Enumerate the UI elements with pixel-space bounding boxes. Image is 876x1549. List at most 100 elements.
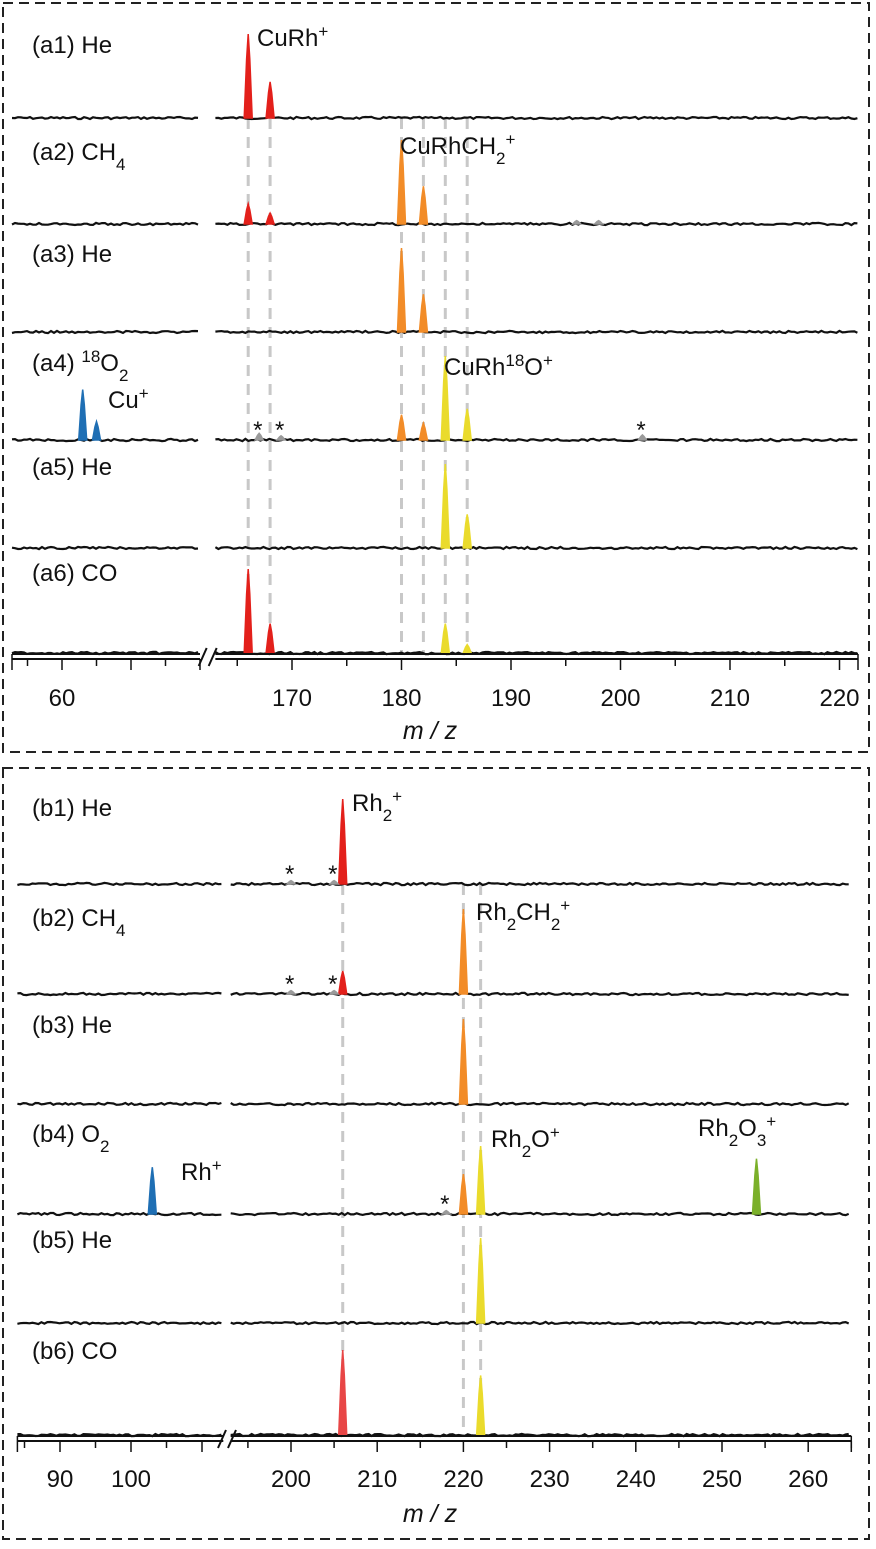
panel-a-frame	[2, 2, 870, 753]
b-x-tick-label-250: 250	[702, 1466, 742, 1493]
a-trace-5-baseline-2	[214, 545, 858, 551]
a-trace-2-peak-198	[592, 219, 605, 225]
a-trace-4-star-169: *	[275, 417, 284, 444]
b-trace-4-peak-103	[147, 1167, 158, 1215]
a-trace-2-peak-182	[418, 186, 429, 225]
b-trace-1-baseline-2	[230, 881, 849, 887]
a-trace-4-peak-182	[418, 420, 429, 441]
a-trace-4-star-202: *	[636, 417, 645, 444]
panel-a: (a1) He (a2) CH4 (a3) He * * * (a4) 18O2 (a5) H…	[11, 22, 860, 745]
b-trace-3-baseline-2	[230, 1101, 850, 1107]
a-trace-2-peak-166	[243, 200, 254, 225]
b-x-tick-label-210: 210	[357, 1466, 397, 1493]
a-trace-2-baseline-1	[11, 221, 199, 227]
a-trace-3-peak-180	[396, 247, 407, 333]
b-trace-5-baseline-1	[17, 1320, 222, 1326]
a-trace-6-peak-186	[462, 643, 473, 654]
a-trace-label-5: (a5) He	[32, 454, 112, 481]
b-trace-label-4: (b4) O2	[32, 1121, 110, 1156]
b-trace-2-baseline-1	[17, 991, 222, 997]
a-trace-4-baseline-1	[11, 437, 199, 443]
b-trace-4-peak-222	[475, 1145, 486, 1215]
b-trace-label-6: (b6) CO	[32, 1338, 117, 1365]
b-trace-label-5: (b5) He	[32, 1227, 112, 1254]
a-trace-5-peak-184	[440, 463, 451, 549]
b-trace-4-baseline-2	[230, 1211, 850, 1217]
b-x-tick-label-100: 100	[111, 1466, 151, 1493]
b-trace-5-peak-222	[475, 1237, 486, 1324]
a-trace-3-baseline-2	[215, 329, 858, 335]
b-trace-label-2: (b2) CH4	[32, 905, 126, 940]
a-trace-label-4: (a4) 18O2	[32, 347, 128, 385]
a-trace-label-6: (a6) CO	[32, 560, 117, 587]
a-x-tick-label-180: 180	[381, 685, 421, 712]
a-trace-1-baseline-1	[11, 115, 199, 121]
b-trace-1-peak-200	[285, 879, 297, 885]
a-trace-2-peak-196	[570, 219, 583, 225]
a-trace-4-peak-186	[462, 408, 473, 441]
b-trace-2-star-205: *	[328, 971, 337, 998]
a-trace-6-peak-184	[440, 623, 451, 654]
b-x-axis-label: m / z	[403, 1500, 458, 1528]
a-peak-label-3: CuRh18O+	[444, 351, 553, 382]
a-trace-4-peak-65	[91, 418, 102, 441]
b-axis-break-mark-2	[227, 1429, 237, 1449]
b-trace-6-peak-222	[475, 1375, 486, 1436]
a-trace-2-peak-168	[265, 211, 276, 225]
a-peak-label-4: Cu+	[108, 384, 149, 415]
a-trace-label-3: (a3) He	[32, 241, 112, 268]
b-peak-label-1: Rh2+	[352, 787, 402, 825]
b-trace-2-star-200: *	[285, 971, 294, 998]
a-trace-label-1: (a1) He	[32, 32, 112, 59]
b-trace-2-peak-220	[458, 908, 469, 995]
a-axis-break-mark-2	[207, 647, 218, 667]
a-trace-3-baseline-1	[11, 329, 199, 335]
a-trace-1-baseline-2	[215, 115, 858, 121]
b-peak-label-2: Rh2CH2+	[476, 896, 570, 934]
b-x-tick-label-90: 90	[47, 1466, 74, 1493]
b-trace-1-star-205: *	[328, 861, 337, 888]
b-trace-1-star-200: *	[285, 861, 294, 888]
b-x-tick-label-220: 220	[443, 1466, 483, 1493]
a-x-axis-label: m / z	[403, 717, 458, 745]
b-trace-label-1: (b1) He	[32, 795, 112, 822]
a-trace-3-peak-182	[418, 294, 429, 333]
b-trace-2-baseline-2	[230, 991, 849, 997]
a-trace-2-baseline-2	[215, 221, 858, 227]
b-trace-1-peak-206	[337, 798, 348, 885]
b-trace-4-peak-218	[440, 1209, 452, 1215]
panel-b-frame	[2, 767, 870, 1540]
a-trace-1-peak-168	[265, 81, 275, 119]
b-peak-label-4: Rh2O3+	[698, 1112, 776, 1150]
a-trace-4-peak-184	[440, 355, 451, 441]
a-trace-2-peak-180	[396, 139, 407, 225]
b-trace-4-baseline-1	[16, 1211, 222, 1217]
a-x-tick-label-190: 190	[491, 685, 531, 712]
a-trace-4-peak-169	[275, 434, 287, 441]
b-axis-break-mark-1	[217, 1429, 227, 1449]
a-peak-label-1: CuRh+	[257, 22, 328, 53]
a-trace-5-peak-186	[462, 514, 473, 549]
a-x-tick-label-170: 170	[272, 685, 312, 712]
b-x-tick-label-260: 260	[788, 1466, 828, 1493]
b-x-tick-label-240: 240	[616, 1466, 656, 1493]
b-x-tick-label-230: 230	[530, 1466, 570, 1493]
a-peak-label-2: CuRhCH2+	[400, 130, 516, 168]
a-x-tick-label-220: 220	[819, 685, 859, 712]
b-x-tick-label-200: 200	[271, 1466, 311, 1493]
a-x-tick-label-60: 60	[49, 685, 76, 712]
b-trace-2-peak-200	[285, 989, 297, 995]
a-trace-6-peak-168	[265, 623, 275, 654]
b-trace-1-peak-205	[328, 879, 340, 885]
b-peak-label-5: Rh+	[181, 1156, 222, 1187]
b-trace-4-peak-254	[751, 1158, 762, 1215]
a-x-tick-label-210: 210	[710, 685, 750, 712]
panel-b: * * (b1) He * * (b2) CH4 (b3) He * (b4) O2 (b5) H…	[16, 787, 853, 1528]
a-trace-4-peak-180	[396, 414, 407, 441]
b-trace-6-peak-206	[337, 1349, 348, 1436]
b-trace-5-baseline-2	[230, 1320, 850, 1326]
a-trace-4-peak-202	[636, 433, 648, 441]
a-trace-label-2: (a2) CH4	[32, 139, 126, 174]
a-trace-6-peak-166	[243, 568, 253, 654]
